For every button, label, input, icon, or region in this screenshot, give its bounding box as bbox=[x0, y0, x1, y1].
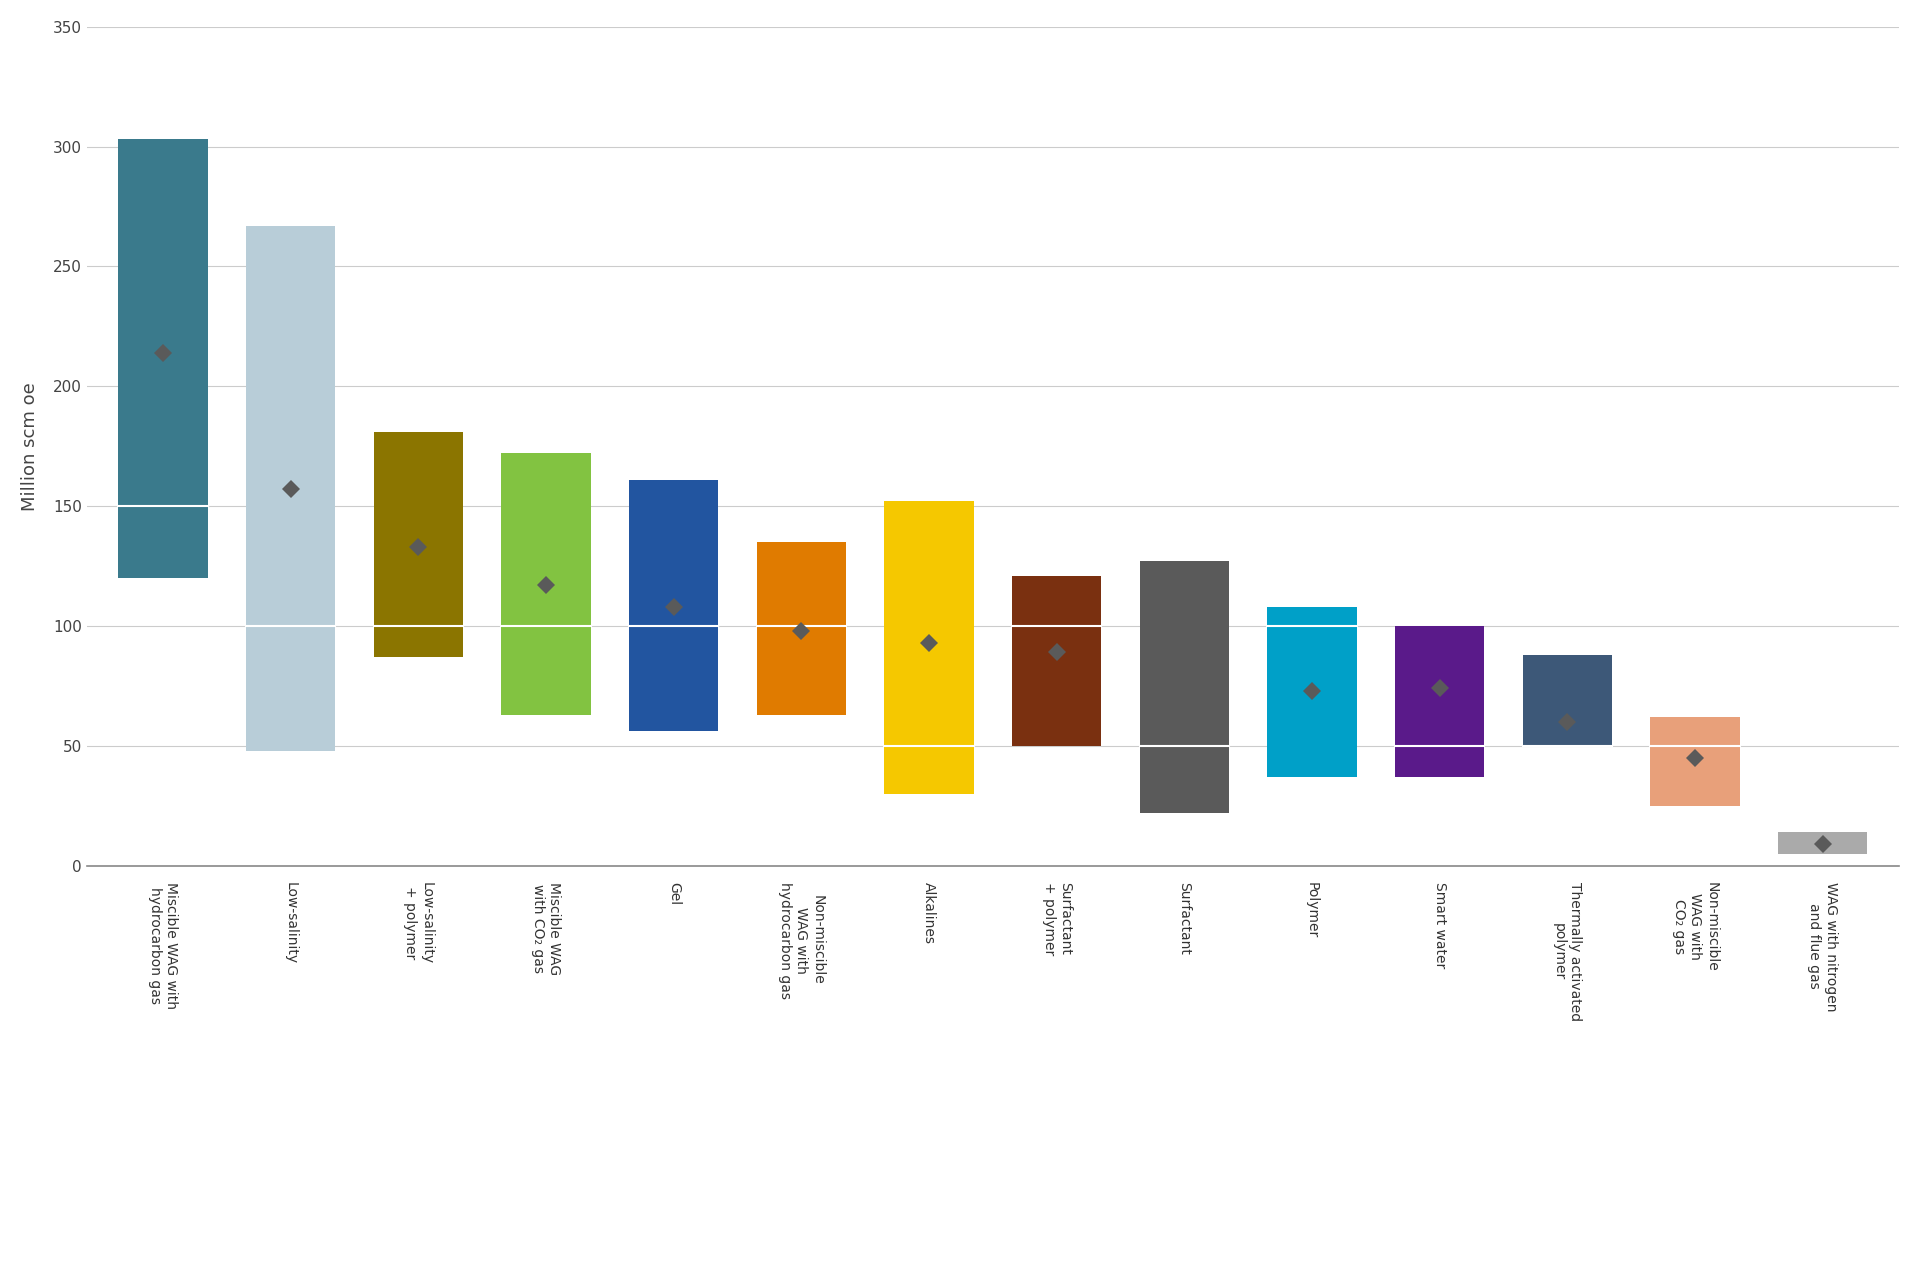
Bar bbox=[1523, 654, 1613, 746]
Bar bbox=[1396, 626, 1484, 777]
Bar bbox=[119, 140, 207, 578]
Bar bbox=[1267, 607, 1357, 777]
Bar bbox=[246, 225, 336, 751]
Bar bbox=[374, 432, 463, 657]
Bar bbox=[1651, 717, 1740, 806]
Bar bbox=[1778, 833, 1868, 854]
Bar bbox=[1140, 561, 1229, 813]
Bar bbox=[501, 453, 591, 714]
Bar bbox=[1012, 575, 1102, 746]
Bar bbox=[756, 542, 847, 714]
Bar bbox=[630, 480, 718, 732]
Bar bbox=[885, 502, 973, 794]
Y-axis label: Million scm oe: Million scm oe bbox=[21, 382, 38, 510]
